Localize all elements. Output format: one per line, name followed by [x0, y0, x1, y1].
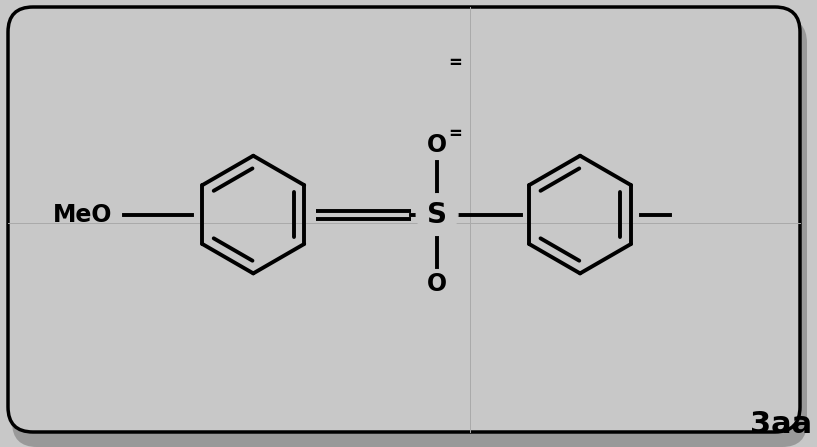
Text: O: O — [427, 133, 447, 157]
FancyBboxPatch shape — [8, 7, 800, 432]
Circle shape — [416, 194, 458, 236]
Text: MeO: MeO — [53, 202, 113, 227]
Text: =: = — [449, 125, 462, 143]
Text: O: O — [427, 272, 447, 296]
Text: =: = — [449, 54, 462, 72]
FancyBboxPatch shape — [12, 18, 807, 447]
Text: 3aa: 3aa — [750, 410, 812, 439]
Text: S: S — [427, 201, 447, 228]
